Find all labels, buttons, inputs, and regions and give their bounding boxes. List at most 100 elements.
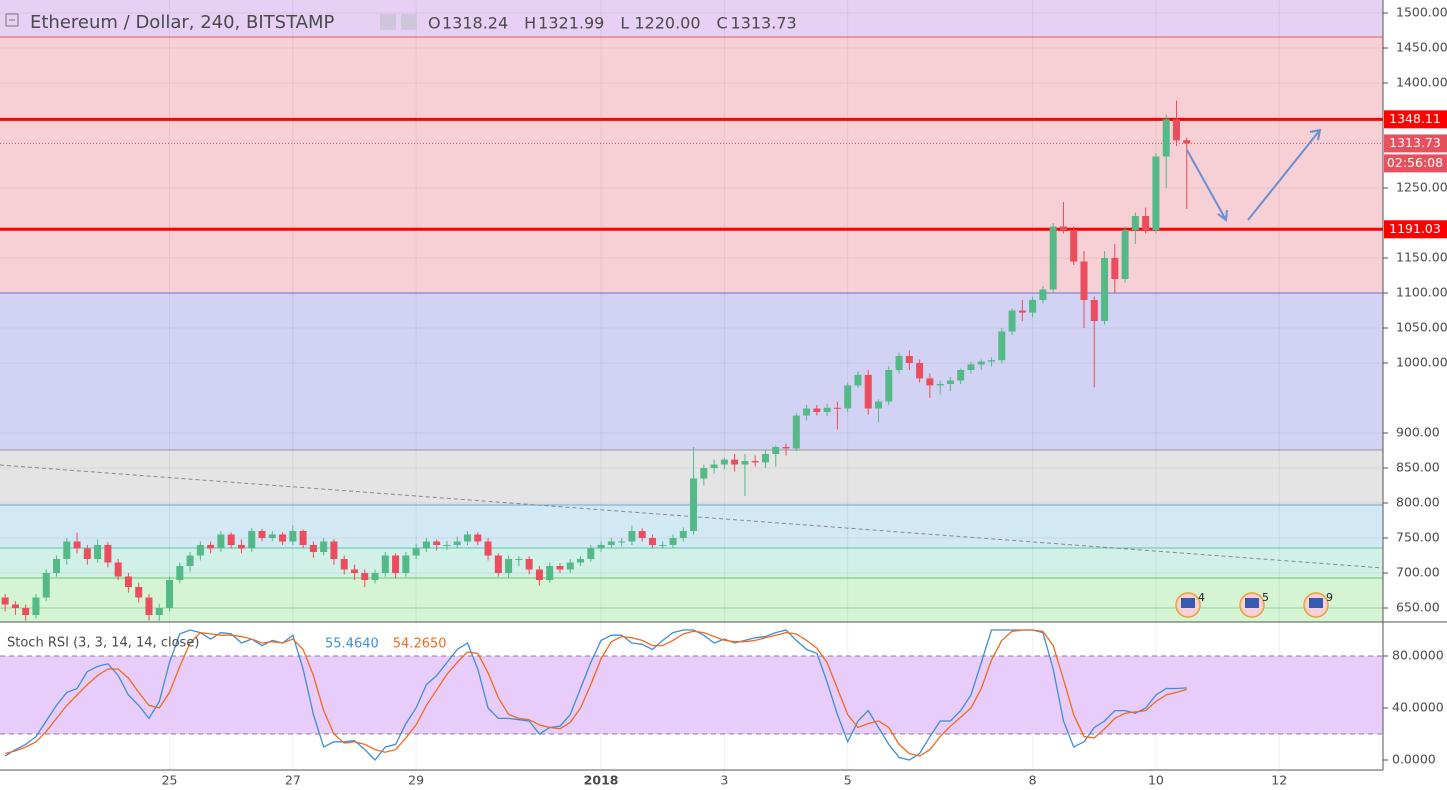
level-label: 1191.03 xyxy=(1389,221,1441,236)
candle-body xyxy=(32,597,40,615)
y-tick-label: 1000.00 xyxy=(1396,354,1447,369)
level-label-box xyxy=(1384,220,1447,239)
candle-body xyxy=(1142,215,1150,230)
candle-body xyxy=(124,576,132,587)
candle-body xyxy=(515,558,523,560)
candle-body xyxy=(710,464,718,468)
candle-body xyxy=(875,401,883,409)
candle-body xyxy=(690,478,698,531)
y-tick-label: 1500.00 xyxy=(1396,4,1447,19)
candle-body xyxy=(885,369,893,402)
symbol-title: Ethereum / Dollar, 240, BITSTAMP xyxy=(30,12,335,33)
candle-body xyxy=(248,530,256,549)
candle-body xyxy=(700,467,708,479)
countdown-box xyxy=(1384,154,1447,173)
candle-body xyxy=(1172,119,1180,141)
candle-body xyxy=(803,408,811,416)
candle-body xyxy=(792,415,800,449)
candle-body xyxy=(22,608,30,615)
candle-body xyxy=(258,530,266,538)
candle-body xyxy=(289,530,297,542)
candle-body xyxy=(464,534,472,542)
y-tick-label: 1250.00 xyxy=(1396,179,1447,194)
candle-body xyxy=(1183,140,1191,144)
candle-body xyxy=(494,555,502,573)
event-count: 4 xyxy=(1198,591,1205,604)
event-flag xyxy=(1181,598,1195,608)
candle-body xyxy=(350,569,358,573)
x-tick-label: 2018 xyxy=(584,773,619,788)
candle-body xyxy=(207,544,215,549)
ohlc-value: 1313.73 xyxy=(731,14,797,33)
candle-body xyxy=(1152,156,1160,230)
y-tick-label: 0.0000 xyxy=(1392,751,1436,766)
y-tick-label: 1400.00 xyxy=(1396,74,1447,89)
level-label-box xyxy=(1384,110,1447,129)
ohlc-key: L xyxy=(620,14,629,33)
candle-body xyxy=(155,608,163,615)
candle-body xyxy=(42,572,50,598)
overbought-band xyxy=(0,655,1383,734)
candle-body xyxy=(1080,261,1088,300)
y-tick-label: 750.00 xyxy=(1396,529,1440,544)
stoch-line xyxy=(4,629,1187,761)
ohlc-value: 1318.24 xyxy=(442,14,508,33)
candle-body xyxy=(443,544,451,546)
x-tick-label: 8 xyxy=(1029,773,1037,788)
candle-body xyxy=(659,544,667,546)
candle-body xyxy=(186,555,194,566)
candle-body xyxy=(433,541,441,545)
candle-body xyxy=(731,459,739,465)
candle-body xyxy=(237,544,245,549)
candle-body xyxy=(957,369,965,381)
x-tick-label: 29 xyxy=(408,773,424,788)
collapse-button[interactable] xyxy=(5,13,19,27)
event-count: 9 xyxy=(1326,591,1333,604)
candle-body xyxy=(104,544,112,563)
candle-body xyxy=(268,534,276,538)
candle-body xyxy=(577,558,585,563)
candle-body xyxy=(330,541,338,559)
eye-button[interactable] xyxy=(380,14,396,30)
candle-body xyxy=(720,459,728,465)
settings-button[interactable] xyxy=(401,14,417,30)
candle-body xyxy=(63,541,71,559)
candle-body xyxy=(73,541,81,549)
ohlc-key: O xyxy=(428,14,441,33)
candle-body xyxy=(1018,310,1026,313)
candle-body xyxy=(453,541,461,545)
forecast-arrows xyxy=(1186,128,1322,222)
candle-body xyxy=(772,446,780,454)
candle-body xyxy=(844,385,852,409)
candle-body xyxy=(1121,229,1129,279)
candle-body xyxy=(11,604,19,608)
zone xyxy=(0,293,1383,450)
zone xyxy=(0,548,1383,578)
candle-body xyxy=(587,548,595,559)
candle-body xyxy=(1,597,9,605)
candle-body xyxy=(1090,299,1098,321)
candle-body xyxy=(669,537,677,545)
candle-body xyxy=(556,565,564,570)
candle-body xyxy=(833,407,841,409)
candle-body xyxy=(1049,226,1057,290)
candle-body xyxy=(535,569,543,580)
candle-body xyxy=(279,534,287,542)
x-tick-label: 10 xyxy=(1148,773,1164,788)
indicator-value: 54.2650 xyxy=(393,637,447,652)
candle-body xyxy=(505,558,513,573)
ohlc-key: C xyxy=(717,14,728,33)
zone xyxy=(0,37,1383,293)
candle-body xyxy=(402,555,410,573)
candle-body xyxy=(597,544,605,549)
ohlc-value: 1220.00 xyxy=(634,14,700,33)
y-tick-label: 650.00 xyxy=(1396,600,1440,615)
y-tick-label: 1150.00 xyxy=(1396,249,1447,264)
candle-body xyxy=(1111,257,1119,279)
candle-body xyxy=(946,380,954,384)
candle-body xyxy=(1070,229,1078,262)
candle-body xyxy=(761,453,769,463)
y-tick-label: 80.0000 xyxy=(1392,647,1444,662)
y-tick-label: 1050.00 xyxy=(1396,319,1447,334)
